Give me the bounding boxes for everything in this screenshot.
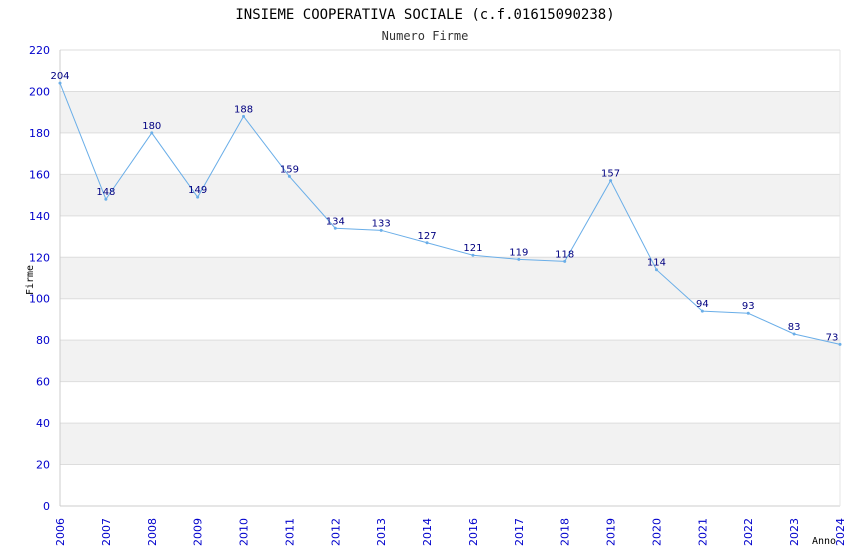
data-point: [150, 131, 154, 135]
data-label: 118: [555, 249, 574, 260]
y-tick-label: 160: [29, 168, 50, 181]
data-point: [792, 332, 796, 336]
x-tick-label: 2006: [54, 518, 67, 546]
x-tick-label: 2010: [238, 518, 251, 546]
data-label: 127: [418, 231, 437, 242]
grid-band: [60, 132, 840, 175]
data-point: [471, 253, 475, 257]
grid-band: [60, 91, 840, 133]
data-point: [242, 114, 246, 118]
data-label: 133: [372, 218, 391, 229]
data-label: 73: [826, 332, 839, 343]
data-point: [104, 197, 108, 201]
x-axis-label: Anno: [812, 536, 836, 547]
x-tick-label: 2017: [513, 518, 526, 546]
x-axis-ticks: 2006 2007 2008 2009 2010 2011 2012 2013 2014 2016…: [54, 518, 847, 546]
x-tick-label: 2020: [650, 518, 663, 546]
x-tick-label: 2011: [283, 518, 296, 546]
x-tick-label: 2021: [696, 518, 709, 546]
data-point: [517, 257, 521, 261]
x-tick-label: 2022: [742, 518, 755, 546]
y-tick-label: 20: [36, 459, 50, 472]
y-tick-label: 60: [36, 376, 50, 389]
grid-band: [60, 215, 840, 258]
x-tick-label: 2008: [146, 518, 159, 546]
data-label: 114: [647, 258, 666, 269]
data-point: [654, 268, 658, 272]
chart-subtitle: Numero Firme: [382, 29, 469, 43]
x-tick-label: 2018: [559, 518, 572, 546]
data-label: 204: [50, 71, 69, 82]
grid-band: [60, 381, 840, 424]
data-point: [425, 241, 429, 245]
x-tick-label: 2024: [834, 518, 847, 546]
x-tick-label: 2013: [375, 518, 388, 546]
axes: [59, 50, 841, 507]
data-label: 149: [188, 185, 207, 196]
data-label: 159: [280, 164, 299, 175]
data-point: [746, 311, 750, 315]
x-tick-label: 2016: [467, 518, 480, 546]
grid-band: [60, 257, 840, 299]
y-tick-label: 0: [43, 500, 50, 513]
data-label: 188: [234, 104, 253, 115]
grid-band: [60, 174, 840, 216]
y-tick-label: 140: [29, 210, 50, 223]
x-tick-label: 2019: [605, 518, 618, 546]
grid-band: [60, 298, 840, 341]
data-point: [379, 228, 383, 232]
y-axis-label: Firme: [25, 265, 36, 295]
plot-background: [60, 50, 840, 506]
data-label: 119: [509, 247, 528, 258]
data-label: 93: [742, 301, 755, 312]
y-tick-label: 80: [36, 334, 50, 347]
data-point: [58, 81, 62, 85]
grid-band: [60, 423, 840, 465]
data-label: 157: [601, 169, 620, 180]
grid-band: [60, 50, 840, 92]
x-tick-label: 2012: [329, 518, 342, 546]
data-label: 148: [96, 187, 115, 198]
series-firme: [58, 81, 842, 346]
grid-lines: [60, 49, 840, 507]
data-point: [333, 226, 337, 230]
data-point: [700, 309, 704, 313]
x-tick-label: 2007: [100, 518, 113, 546]
data-label: 121: [463, 243, 482, 254]
data-point: [563, 259, 567, 263]
data-point: [838, 342, 842, 346]
y-axis-ticks: 0 20 40 60 80 100 120 140 160 180 200 220: [29, 44, 50, 513]
data-label: 134: [326, 216, 345, 227]
y-tick-label: 220: [29, 44, 50, 57]
data-label: 180: [142, 121, 161, 132]
x-tick-label: 2009: [192, 518, 205, 546]
series-line: [59, 82, 841, 345]
data-label: 83: [788, 322, 801, 333]
chart-title: INSIEME COOPERATIVA SOCIALE (c.f.0161509…: [235, 7, 614, 23]
x-tick-label: 2023: [788, 518, 801, 546]
data-label: 94: [696, 299, 709, 310]
data-point: [609, 179, 613, 183]
x-tick-label: 2014: [421, 518, 434, 546]
y-tick-label: 120: [29, 251, 50, 264]
grid-band: [60, 340, 840, 382]
data-labels: 204 148 180 149 188 159 134 133 127 121 119 118 157 1…: [50, 71, 838, 343]
y-tick-label: 100: [29, 293, 50, 306]
y-tick-label: 200: [29, 85, 50, 98]
data-point: [196, 195, 200, 199]
y-tick-label: 180: [29, 127, 50, 140]
y-tick-label: 40: [36, 417, 50, 430]
grid-band: [60, 464, 840, 506]
data-point: [287, 174, 291, 178]
